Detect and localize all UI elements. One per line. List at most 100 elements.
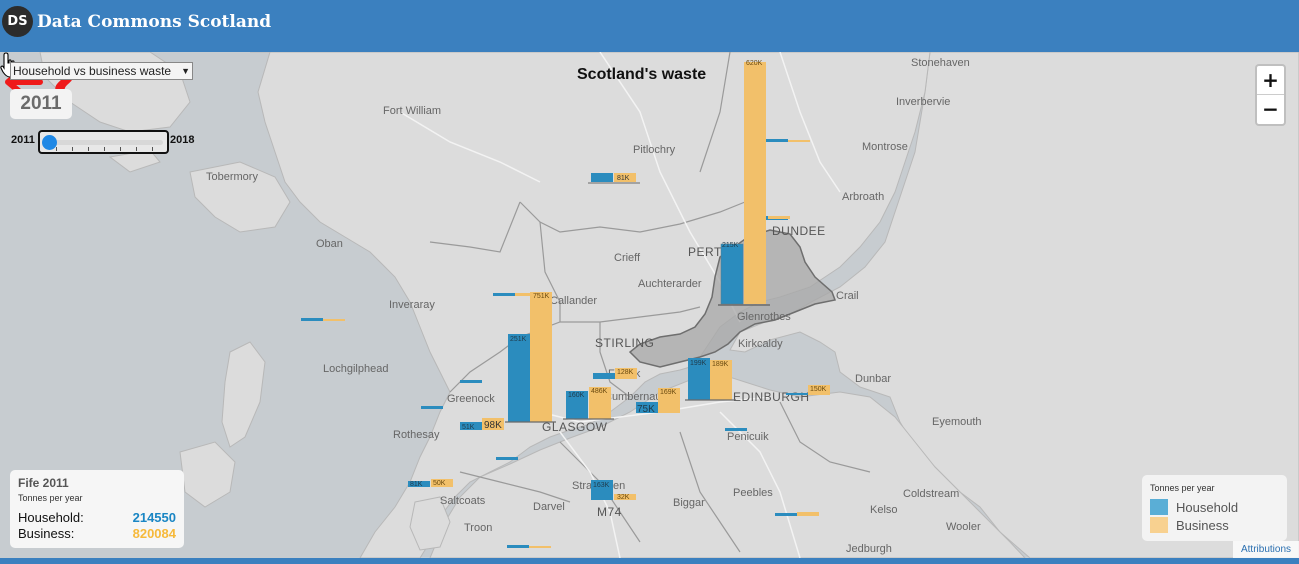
bar-household-inverclyde[interactable] xyxy=(421,406,443,409)
map-title: Scotland's waste xyxy=(577,66,707,83)
bar-value-label: 75K xyxy=(637,404,655,415)
place-label: Cumbernauld xyxy=(604,391,671,403)
bar-business-elothian[interactable] xyxy=(808,385,830,395)
info-value-business: 820084 xyxy=(132,526,176,541)
place-label: Eyemouth xyxy=(932,416,982,428)
bar-household-angus[interactable] xyxy=(766,139,788,142)
boundary-line xyxy=(779,401,871,473)
place-label: Peebles xyxy=(733,487,773,499)
place-label: Kirkcaldy xyxy=(738,338,783,350)
bar-household-midlothian[interactable] xyxy=(725,428,747,431)
bar-household-slanark[interactable] xyxy=(591,480,613,500)
bar-household-eastren[interactable] xyxy=(460,422,482,430)
boundary-line xyxy=(679,431,741,553)
bar-business-nlanark[interactable] xyxy=(589,387,611,419)
bar-household-glasgow[interactable] xyxy=(508,334,530,422)
map-area[interactable]: Stonehaven Inverbervie Montrose Arbroath… xyxy=(0,52,1299,558)
bar-household-elothian[interactable] xyxy=(786,393,808,395)
bar-value-label: 163K xyxy=(593,482,610,489)
brand-logo[interactable]: DS xyxy=(2,6,33,37)
info-row-household: Household: 214550 xyxy=(18,510,176,525)
place-label: DUNDEE xyxy=(772,224,826,238)
bar-household-argyll[interactable] xyxy=(301,318,323,321)
bar-household-borders[interactable] xyxy=(775,513,797,516)
bar-household-perth[interactable] xyxy=(591,173,613,182)
boundary-line xyxy=(459,471,571,503)
bar-value-label: 160K xyxy=(568,392,585,399)
year-display: 2011 xyxy=(10,89,72,119)
bar-value-label: 189K xyxy=(712,361,729,368)
bar-value-label: 81K xyxy=(617,175,630,182)
bar-household-eayr[interactable] xyxy=(507,545,529,548)
bar-business-borders[interactable] xyxy=(797,512,819,516)
place-label: Lochgilphead xyxy=(323,363,389,375)
bar-business-fife[interactable] xyxy=(744,62,766,304)
slider-track[interactable] xyxy=(44,140,163,145)
boundary-line xyxy=(539,221,561,322)
zoom-out-button[interactable]: − xyxy=(1262,97,1279,121)
bar-business-dundee[interactable] xyxy=(768,216,790,219)
bar-business-wlothian[interactable] xyxy=(658,388,680,413)
footer-bar xyxy=(0,558,1299,564)
info-row-business: Business: 820084 xyxy=(18,526,176,541)
bar-household-ren2[interactable] xyxy=(496,457,518,460)
bar-business-stirling[interactable] xyxy=(515,293,537,296)
info-subtitle: Tonnes per year xyxy=(18,493,83,503)
year-slider[interactable] xyxy=(38,130,169,154)
place-label: Greenock xyxy=(447,393,495,405)
bar-business-eayr[interactable] xyxy=(529,546,551,548)
mainland-land xyxy=(250,52,1299,558)
place-label: Rothesay xyxy=(393,429,440,441)
place-label: Saltcoats xyxy=(440,495,486,507)
bar-value-label: 169K xyxy=(660,389,677,396)
bar-business-angus[interactable] xyxy=(788,140,810,142)
bar-household-renfrew[interactable] xyxy=(460,380,482,383)
bar-business-falkirk[interactable] xyxy=(615,368,637,379)
info-panel: Fife 2011 Tonnes per year Household: 214… xyxy=(10,470,184,548)
bar-value-label: 251K xyxy=(510,336,527,343)
place-label: Dunbar xyxy=(855,373,892,385)
navbar: DS Data Commons Scotland xyxy=(0,0,1299,52)
bar-business-slanark[interactable] xyxy=(614,494,636,500)
road xyxy=(539,396,771,423)
bar-value-label: 620K xyxy=(746,60,763,67)
bar-value-label: 128K xyxy=(617,369,634,376)
bar-household-nlanark[interactable] xyxy=(566,391,588,419)
bar-value-label: 98K xyxy=(484,420,502,431)
place-label: Glenrothes xyxy=(737,311,791,323)
slider-tick xyxy=(72,147,73,151)
info-label: Business: xyxy=(18,526,75,541)
dataset-select[interactable]: Household vs business waste ▼ xyxy=(10,62,193,80)
bar-business-argyll[interactable] xyxy=(323,319,345,321)
bar-household-wlothian[interactable] xyxy=(636,402,658,413)
chevron-down-icon: ▼ xyxy=(181,66,190,76)
legend-title: Tonnes per year xyxy=(1150,483,1215,493)
bar-household-nayr[interactable] xyxy=(408,481,430,487)
bar-business-edinburgh[interactable] xyxy=(710,360,732,400)
bar-household-edinburgh[interactable] xyxy=(688,358,710,400)
legend: Tonnes per year Household Business xyxy=(1142,475,1287,541)
slider-thumb[interactable] xyxy=(42,135,57,150)
place-label: Biggar xyxy=(673,497,705,509)
boundary-line xyxy=(699,52,731,173)
place-label: Auchterarder xyxy=(638,278,702,290)
bar-household-fife[interactable] xyxy=(720,243,744,305)
bar-business-eastren[interactable] xyxy=(482,418,504,430)
attributions-link[interactable]: Attributions xyxy=(1233,541,1299,558)
bar-household-falkirk[interactable] xyxy=(593,373,615,379)
southwest-land xyxy=(429,373,1026,558)
brand-title[interactable]: Data Commons Scotland xyxy=(37,12,272,32)
bar-business-glasgow[interactable] xyxy=(530,292,552,422)
mull-island xyxy=(189,161,291,233)
bar-value-label: 51K xyxy=(462,424,475,431)
waste-bars-layer: 215K 620K 81K 251K 751K xyxy=(301,60,830,548)
bar-business-perth[interactable] xyxy=(614,173,636,182)
bar-household-stirling[interactable] xyxy=(493,293,515,296)
zoom-in-button[interactable]: + xyxy=(1257,66,1284,95)
legend-label: Household xyxy=(1176,499,1239,515)
bar-value-label: 215K xyxy=(722,242,739,249)
slider-tick xyxy=(136,147,137,151)
bar-business-nayr[interactable] xyxy=(431,479,453,487)
place-label: Crail xyxy=(836,290,859,302)
